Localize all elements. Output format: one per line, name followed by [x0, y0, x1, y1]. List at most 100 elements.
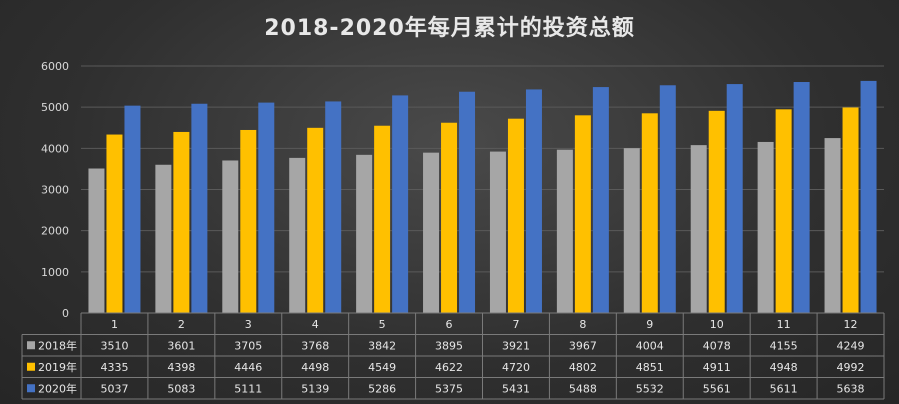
- bar-2019年-7: [507, 118, 524, 314]
- data-label: 5139: [301, 382, 329, 395]
- x-tick-label: 2: [178, 318, 185, 331]
- y-tick-label: 2000: [41, 225, 69, 238]
- bar-2018年-4: [289, 157, 306, 313]
- x-tick-label: 7: [512, 318, 519, 331]
- data-label: 3601: [167, 339, 195, 352]
- bar-2018年-11: [757, 141, 774, 313]
- data-label: 5532: [636, 382, 664, 395]
- legend-key-2018年: [27, 341, 35, 350]
- data-label: 5488: [569, 382, 597, 395]
- bar-2020年-8: [592, 87, 609, 313]
- y-tick-label: 3000: [41, 184, 69, 197]
- bar-2018年-6: [423, 152, 440, 313]
- bar-2018年-12: [824, 138, 841, 313]
- data-label: 5431: [502, 382, 530, 395]
- data-label: 4249: [837, 339, 865, 352]
- bar-2018年-5: [356, 154, 373, 313]
- x-tick-label: 4: [312, 318, 319, 331]
- bar-2019年-5: [374, 125, 391, 313]
- legend-label: 2019年: [38, 360, 77, 374]
- legend-label: 2020年: [38, 381, 77, 395]
- x-tick-label: 3: [245, 318, 252, 331]
- bar-2019年-2: [173, 131, 190, 313]
- bar-2019年-10: [708, 110, 725, 313]
- bar-2020年-7: [525, 89, 542, 314]
- data-label: 4992: [837, 361, 865, 374]
- bar-2020年-9: [659, 85, 676, 314]
- chart-title: 2018-2020年每月累计的投资总额: [264, 16, 635, 41]
- bar-2018年-3: [222, 160, 239, 313]
- data-label: 3895: [435, 339, 463, 352]
- y-tick-label: 0: [62, 307, 69, 320]
- bar-2020年-2: [191, 103, 208, 313]
- y-tick-label: 5000: [41, 101, 69, 114]
- x-tick-label: 12: [844, 318, 858, 331]
- data-label: 3842: [368, 339, 396, 352]
- x-tick-label: 1: [111, 318, 118, 331]
- bar-2020年-10: [726, 84, 743, 313]
- bar-2018年-2: [155, 164, 172, 313]
- data-label: 3921: [502, 339, 530, 352]
- bar-2019年-9: [641, 113, 658, 313]
- bar-2020年-12: [860, 80, 877, 313]
- data-label: 4335: [100, 361, 128, 374]
- data-label: 5638: [837, 382, 865, 395]
- x-tick-label: 10: [710, 318, 724, 331]
- bar-2018年-8: [556, 149, 573, 313]
- data-label: 3705: [234, 339, 262, 352]
- data-label: 5375: [435, 382, 463, 395]
- data-label: 4446: [234, 361, 262, 374]
- data-label: 4549: [368, 361, 396, 374]
- bar-2018年-7: [489, 151, 506, 313]
- bar-2019年-6: [441, 122, 458, 314]
- data-label: 4078: [703, 339, 731, 352]
- data-label: 4398: [167, 361, 195, 374]
- data-label: 4911: [703, 361, 731, 374]
- data-label: 4720: [502, 361, 530, 374]
- x-tick-label: 5: [379, 318, 386, 331]
- data-label: 4004: [636, 339, 664, 352]
- bar-2019年-1: [106, 134, 123, 313]
- data-label: 4851: [636, 361, 664, 374]
- data-label: 5111: [234, 382, 262, 395]
- legend-key-2019年: [27, 362, 35, 371]
- bar-2020年-6: [459, 91, 476, 314]
- bar-2020年-3: [258, 102, 275, 313]
- legend-key-2020年: [27, 384, 35, 393]
- data-label: 4948: [770, 361, 798, 374]
- y-tick-label: 4000: [41, 142, 69, 155]
- bar-2020年-4: [325, 101, 342, 314]
- bar-2019年-8: [574, 115, 591, 314]
- data-label: 4622: [435, 361, 463, 374]
- bar-2020年-5: [392, 95, 409, 313]
- x-tick-label: 6: [446, 318, 453, 331]
- data-label: 5561: [703, 382, 731, 395]
- data-label: 3510: [100, 339, 128, 352]
- bar-2018年-1: [88, 168, 105, 313]
- data-label: 4802: [569, 361, 597, 374]
- legend-label: 2018年: [38, 338, 77, 352]
- bar-2020年-1: [124, 105, 141, 314]
- data-label: 5286: [368, 382, 396, 395]
- y-tick-label: 6000: [41, 60, 69, 73]
- bar-2020年-11: [793, 82, 810, 314]
- bar-2018年-9: [623, 148, 640, 313]
- x-tick-label: 8: [579, 318, 586, 331]
- data-label: 4155: [770, 339, 798, 352]
- x-tick-label: 11: [777, 318, 791, 331]
- bar-2019年-3: [240, 129, 257, 313]
- bar-2018年-10: [690, 145, 707, 313]
- data-label: 4498: [301, 361, 329, 374]
- bar-2019年-4: [307, 127, 324, 313]
- data-label: 5611: [770, 382, 798, 395]
- x-tick-label: 9: [646, 318, 653, 331]
- bar-2019年-11: [775, 109, 792, 313]
- data-label: 3967: [569, 339, 597, 352]
- data-label: 5083: [167, 382, 195, 395]
- data-label: 3768: [301, 339, 329, 352]
- data-label: 5037: [100, 382, 128, 395]
- bar-2019年-12: [842, 107, 859, 313]
- y-tick-label: 1000: [41, 266, 69, 279]
